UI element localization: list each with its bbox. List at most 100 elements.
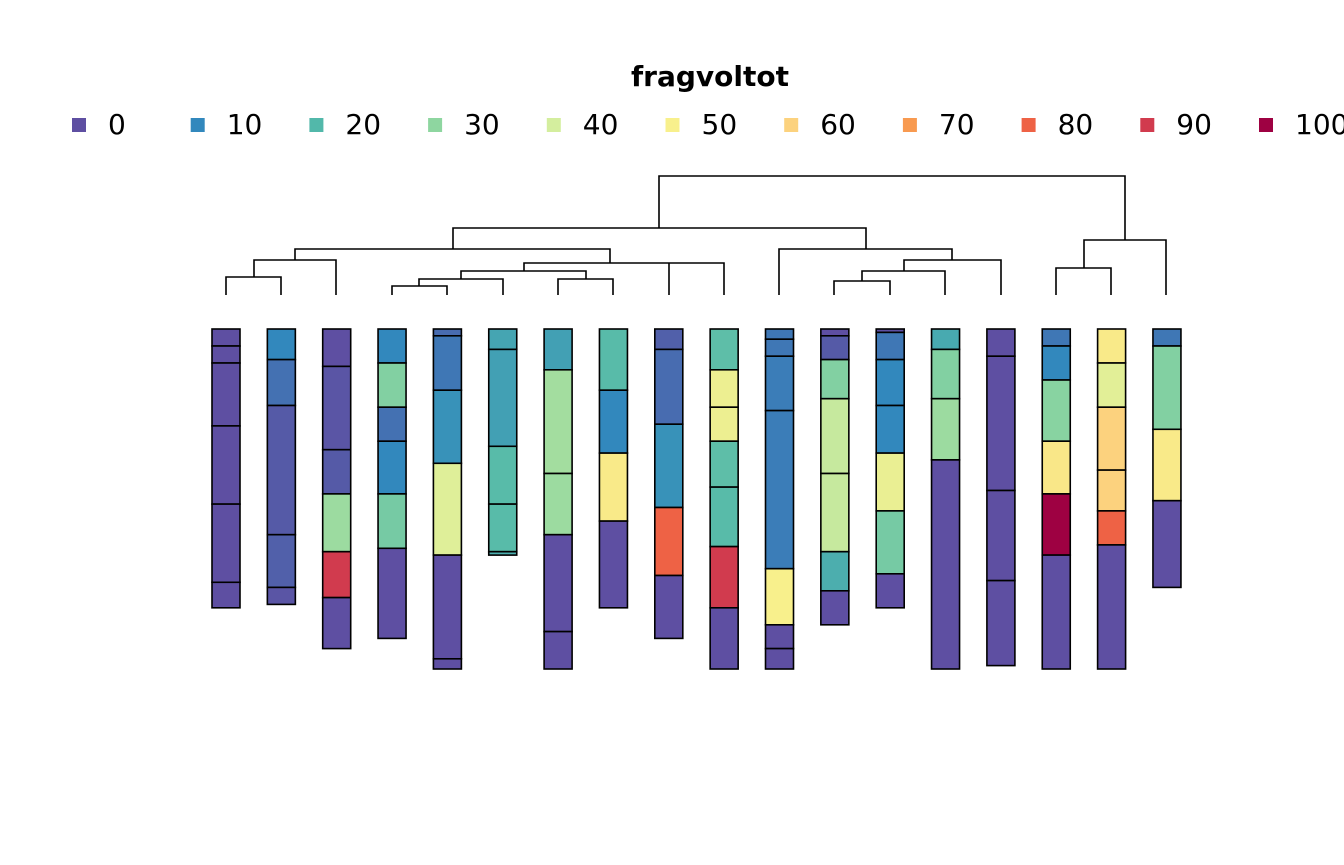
horizon (1096, 406, 1127, 471)
horizon (986, 489, 1016, 582)
horizon (487, 445, 518, 505)
horizon (1096, 510, 1127, 546)
horizon (709, 368, 739, 408)
horizon (875, 510, 906, 575)
horizon (377, 493, 407, 550)
legend-label: 60 (820, 108, 856, 141)
horizon (986, 328, 1016, 358)
legend-label: 10 (227, 108, 263, 141)
horizon (764, 623, 795, 650)
horizon (1152, 499, 1182, 589)
horizon (709, 545, 739, 609)
legend-label: 20 (345, 108, 381, 141)
legend-swatch (1021, 118, 1036, 132)
legend-label: 70 (939, 108, 975, 141)
horizon (211, 345, 241, 364)
horizon (211, 328, 241, 347)
legend-label: 100 (1295, 108, 1344, 141)
horizon (653, 348, 684, 425)
horizon (377, 328, 407, 364)
horizon (487, 550, 518, 556)
horizon (820, 472, 850, 553)
horizon (875, 452, 906, 512)
horizon (764, 409, 795, 570)
horizon (875, 404, 906, 454)
horizon (986, 355, 1016, 492)
legend-label: 0 (108, 108, 126, 141)
legend-label: 30 (464, 108, 500, 141)
horizon (709, 486, 739, 548)
horizon (820, 334, 850, 361)
legend-swatch (546, 118, 561, 132)
horizon (764, 647, 795, 670)
horizon (377, 406, 407, 443)
horizon (820, 589, 850, 626)
dendrogram (225, 175, 1167, 295)
horizon (321, 596, 352, 650)
legend-swatch (1140, 118, 1155, 132)
horizon (598, 520, 629, 609)
horizon (543, 533, 573, 633)
horizon (266, 404, 297, 536)
horizon (1041, 554, 1072, 670)
horizon (1041, 345, 1072, 381)
horizon (1152, 345, 1182, 431)
horizon (432, 462, 463, 556)
legend-label: 80 (1058, 108, 1094, 141)
horizon (1152, 428, 1182, 502)
horizon (1041, 328, 1072, 347)
legend-swatch (72, 118, 86, 132)
horizon (321, 365, 352, 451)
legend-swatch (902, 118, 917, 132)
horizon (764, 355, 795, 412)
horizon (764, 567, 795, 626)
legend-title: fragvoltot (631, 60, 789, 93)
horizon (764, 328, 795, 340)
horizon (321, 328, 352, 368)
horizon (930, 459, 961, 670)
horizon (875, 572, 906, 609)
horizon (1041, 379, 1072, 443)
horizon (487, 328, 518, 351)
legend-swatch (1259, 118, 1273, 132)
legend-label: 50 (702, 108, 738, 141)
horizon (930, 328, 961, 351)
horizon (211, 425, 241, 505)
horizon (653, 574, 684, 640)
horizon (1096, 469, 1127, 512)
horizon (1096, 544, 1127, 670)
horizon (820, 328, 850, 337)
horizon (266, 358, 297, 407)
horizon (321, 493, 352, 553)
horizon (377, 440, 407, 495)
horizon (321, 448, 352, 495)
horizon (875, 358, 906, 407)
legend-label: 40 (583, 108, 619, 141)
horizon (653, 506, 684, 577)
horizon (377, 362, 407, 409)
horizon (487, 348, 518, 448)
horizon (653, 423, 684, 509)
horizon (709, 606, 739, 670)
horizon (487, 503, 518, 553)
horizon (321, 550, 352, 599)
horizon (211, 581, 241, 609)
horizon (543, 630, 573, 670)
horizon (432, 334, 463, 391)
horizon (266, 328, 297, 361)
horizon (820, 550, 850, 592)
horizon (266, 533, 297, 589)
horizon (820, 397, 850, 475)
horizon (1041, 493, 1072, 556)
horizon (875, 331, 906, 361)
horizon (598, 452, 629, 522)
horizon (709, 440, 739, 488)
horizon (377, 547, 407, 640)
horizon (432, 328, 463, 337)
horizon (986, 579, 1016, 667)
horizon (1096, 328, 1127, 364)
horizon (709, 406, 739, 443)
legend-swatch (309, 118, 324, 132)
